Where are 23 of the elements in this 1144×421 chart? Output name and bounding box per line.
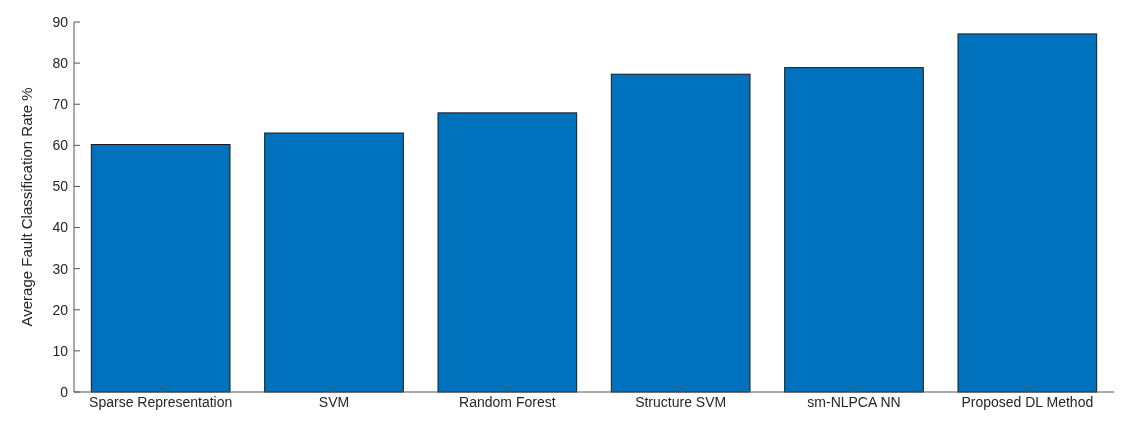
bar: [437, 112, 578, 393]
y-tick-label: 50: [52, 178, 69, 195]
y-tick-label: 90: [52, 13, 69, 30]
x-tick-label: SVM: [318, 394, 350, 410]
y-tick-label: 30: [52, 260, 69, 277]
y-tick-label: 80: [52, 55, 69, 72]
y-tick-label: 40: [52, 219, 69, 236]
y-tick-label: 10: [52, 342, 69, 359]
bar: [957, 33, 1098, 393]
bar: [264, 132, 404, 393]
bar: [784, 67, 924, 393]
x-tick-label: Structure SVM: [635, 394, 727, 410]
x-tick-label: Random Forest: [459, 394, 556, 410]
y-tick-label: 0: [60, 383, 69, 400]
y-tick-label: 70: [52, 96, 69, 113]
x-tick-label: Proposed DL Method: [961, 394, 1094, 410]
bar: [90, 144, 231, 393]
x-tick-label: Sparse Representation: [89, 394, 233, 410]
bar: [610, 73, 751, 393]
y-tick-label: 60: [52, 137, 69, 154]
x-tick-label: sm-NLPCA NN: [807, 394, 901, 410]
y-axis-title: Average Fault Classification Rate %: [18, 87, 35, 327]
y-tick-label: 20: [52, 301, 69, 318]
